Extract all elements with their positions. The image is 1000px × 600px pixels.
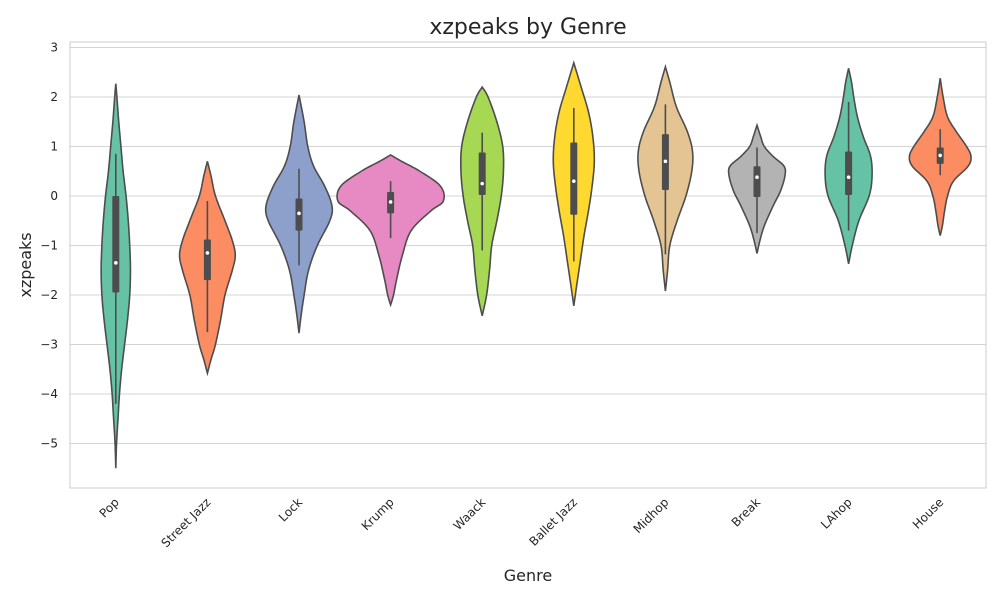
violin-median-point <box>755 175 759 179</box>
violin-median-point <box>480 181 485 186</box>
violin-group <box>178 161 237 377</box>
plot-frame <box>69 41 987 489</box>
grid-layer <box>70 47 986 444</box>
x-axis-label: Genre <box>504 566 552 585</box>
violin-median-point <box>572 179 576 183</box>
violin-group <box>824 68 873 264</box>
violin-group <box>100 83 132 469</box>
violin-iqr-box <box>570 142 578 215</box>
violin-group <box>264 94 334 334</box>
y-axis-label: xzpeaks <box>16 232 35 297</box>
y-tick-label: 2 <box>50 90 58 104</box>
violin-iqr-box <box>478 152 486 196</box>
y-tick-label: 1 <box>50 140 58 154</box>
violin-iqr-box <box>203 239 211 281</box>
violin-group <box>908 78 972 236</box>
violin-median-point <box>663 159 668 164</box>
violin-median-point <box>205 251 210 255</box>
y-tick-label: 3 <box>50 41 58 55</box>
y-tick-label: −2 <box>40 288 58 302</box>
violin-group <box>459 85 505 316</box>
violin-median-point <box>846 175 851 179</box>
violin-group <box>552 60 596 307</box>
y-tick-label: −1 <box>40 239 58 253</box>
violin-group <box>727 122 787 254</box>
y-tick-label: −4 <box>40 387 58 401</box>
y-tick-label: 0 <box>50 189 58 203</box>
violin-layer <box>100 60 972 469</box>
violin-iqr-box <box>753 166 761 197</box>
y-tick-label: −5 <box>40 437 58 451</box>
violin-iqr-box <box>112 196 120 293</box>
violin-median-point <box>114 261 118 265</box>
violin-median-point <box>388 200 393 204</box>
violin-iqr-box <box>845 151 853 196</box>
y-tick-labels: 3 2 1 0 −1 −2 −3 −4 −5 <box>40 41 58 451</box>
violin-median-point <box>297 211 301 216</box>
violin-median-point <box>938 153 942 158</box>
violin-group <box>336 153 445 308</box>
y-tick-label: −3 <box>40 338 58 352</box>
violin-group <box>637 63 694 292</box>
chart-title: xzpeaks by Genre <box>429 15 626 40</box>
